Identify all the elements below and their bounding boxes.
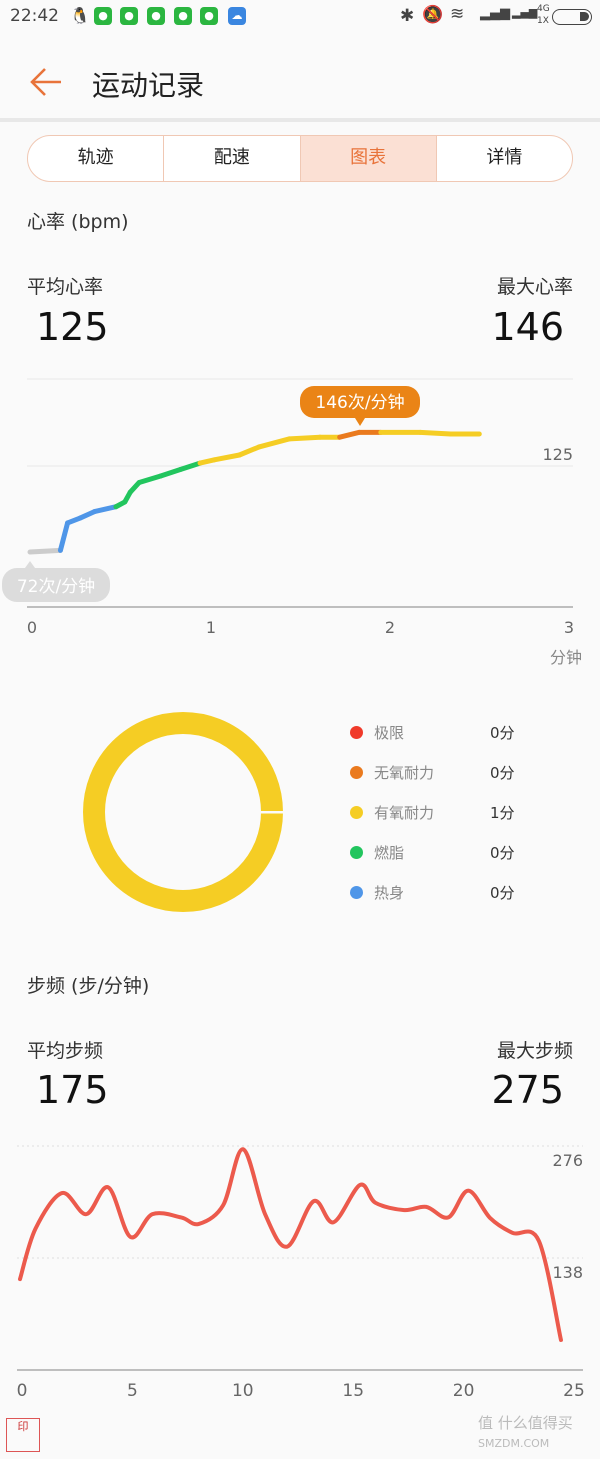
seal-logo: 印	[6, 1418, 40, 1452]
zone-duration: 0分	[490, 764, 515, 782]
wechat-icon: ●	[147, 7, 165, 25]
heart-rate-segment	[337, 429, 362, 440]
zone-duration: 0分	[490, 724, 515, 742]
wifi-icon: ≋	[450, 4, 465, 24]
mute-bell-icon: 🔕	[422, 5, 444, 25]
heart-rate-segment	[158, 467, 183, 479]
min-callout: 72次/分钟	[2, 561, 110, 602]
zone-color-dot	[350, 766, 363, 779]
heart-rate-segment	[256, 436, 293, 450]
battery-icon	[552, 9, 592, 25]
x-tick: 25	[563, 1381, 585, 1401]
y-tick: 138	[552, 1263, 583, 1282]
heart-rate-segment	[177, 460, 203, 473]
status-bar: 22:42 🐧 ● ● ● ● ● ☁ ✱ 🔕 ≋ ▂▄▆ ▂▄▆ 4G 1X	[0, 0, 600, 34]
wechat-icon: ●	[120, 7, 138, 25]
x-tick: 2	[385, 618, 395, 637]
heart-rate-segment	[287, 434, 323, 442]
max-heart-rate-value: 146	[491, 305, 564, 349]
cloud-icon: ☁	[228, 7, 246, 25]
x-tick: 5	[127, 1381, 138, 1401]
clock: 22:42	[10, 6, 59, 26]
sim-label: 1X	[537, 16, 549, 26]
zone-color-dot	[350, 886, 363, 899]
zone-name: 热身	[374, 884, 405, 902]
y-tick: 125	[542, 445, 573, 464]
max-callout: 146次/分钟	[300, 386, 420, 426]
x-tick: 20	[453, 1381, 475, 1401]
x-tick: 0	[27, 618, 37, 637]
wechat-icon: ●	[200, 7, 218, 25]
x-tick: 15	[342, 1381, 364, 1401]
max-cadence-value: 275	[491, 1068, 564, 1112]
signal-icon: ▂▄▆	[480, 6, 510, 21]
zone-duration: 0分	[490, 884, 515, 902]
donut-segment-aerobic	[83, 712, 283, 912]
zone-donut-chart	[83, 712, 283, 912]
tab-bar: 轨迹 配速 图表 详情	[27, 135, 573, 182]
max-callout-text: 146次/分钟	[315, 393, 404, 413]
x-axis-unit: 分钟	[550, 648, 582, 667]
max-heart-rate-label: 最大心率	[496, 276, 573, 298]
min-callout-text: 72次/分钟	[17, 577, 95, 597]
tab-chart[interactable]: 图表	[300, 136, 437, 181]
x-tick: 10	[232, 1381, 254, 1401]
heart-rate-segment	[77, 509, 97, 521]
legend-item: 无氧耐力 0分	[350, 762, 570, 784]
tab-pace[interactable]: 配速	[164, 136, 301, 181]
heart-rate-segment	[211, 452, 242, 463]
arrow-left-icon[interactable]	[28, 64, 64, 100]
donut-gap	[261, 811, 283, 814]
wechat-icon: ●	[94, 7, 112, 25]
legend-item: 燃脂 0分	[350, 842, 570, 864]
cadence-section-title: 步频 (步/分钟)	[27, 975, 150, 997]
tab-track[interactable]: 轨迹	[28, 136, 165, 181]
zone-name: 无氧耐力	[374, 764, 435, 782]
heart-rate-segment	[417, 429, 454, 437]
heart-rate-chart: 125 0 1 2 3 分钟 146次/分钟 72次/分钟	[2, 378, 582, 667]
qq-icon: 🐧	[70, 6, 90, 25]
zone-name: 极限	[374, 724, 405, 742]
bluetooth-icon: ✱	[400, 6, 415, 26]
app-header: 运动记录	[0, 34, 600, 122]
page-title: 运动记录	[92, 69, 205, 102]
zone-color-dot	[350, 806, 363, 819]
zone-name: 有氧耐力	[374, 804, 435, 822]
y-tick: 276	[552, 1151, 583, 1170]
avg-cadence-value: 175	[36, 1068, 109, 1112]
max-cadence-label: 最大步频	[496, 1040, 573, 1062]
signal-icon: ▂▄▆	[512, 6, 538, 19]
zone-duration: 1分	[490, 804, 515, 822]
zone-name: 燃脂	[374, 844, 405, 862]
x-tick: 1	[206, 618, 216, 637]
avg-cadence-label: 平均步频	[27, 1040, 104, 1062]
cadence-series-line	[18, 1147, 563, 1342]
heart-rate-segment	[236, 444, 262, 458]
heart-rate-segment	[91, 504, 119, 515]
x-tick: 3	[564, 618, 574, 637]
wechat-icon: ●	[174, 7, 192, 25]
zone-duration: 0分	[490, 844, 515, 862]
heart-rate-segment	[136, 473, 164, 485]
heart-rate-section-title: 心率 (bpm)	[27, 211, 129, 233]
heart-rate-segment	[27, 547, 63, 555]
legend-item: 极限 0分	[350, 722, 570, 744]
legend-item: 热身 0分	[350, 882, 570, 904]
zone-color-dot	[350, 726, 363, 739]
zone-color-dot	[350, 846, 363, 859]
heart-rate-segment	[57, 520, 71, 553]
avg-heart-rate-label: 平均心率	[27, 276, 104, 298]
x-tick: 0	[17, 1381, 28, 1401]
cadence-chart: 276 138 0 5 10 15 20 25	[17, 1145, 585, 1401]
legend-item: 有氧耐力 1分	[350, 802, 570, 824]
avg-heart-rate-value: 125	[36, 305, 109, 349]
network-type: 4G	[537, 4, 550, 14]
tab-details[interactable]: 详情	[486, 147, 523, 168]
smzdm-watermark: 值 什么值得买 SMZDM.COM	[478, 1414, 573, 1450]
